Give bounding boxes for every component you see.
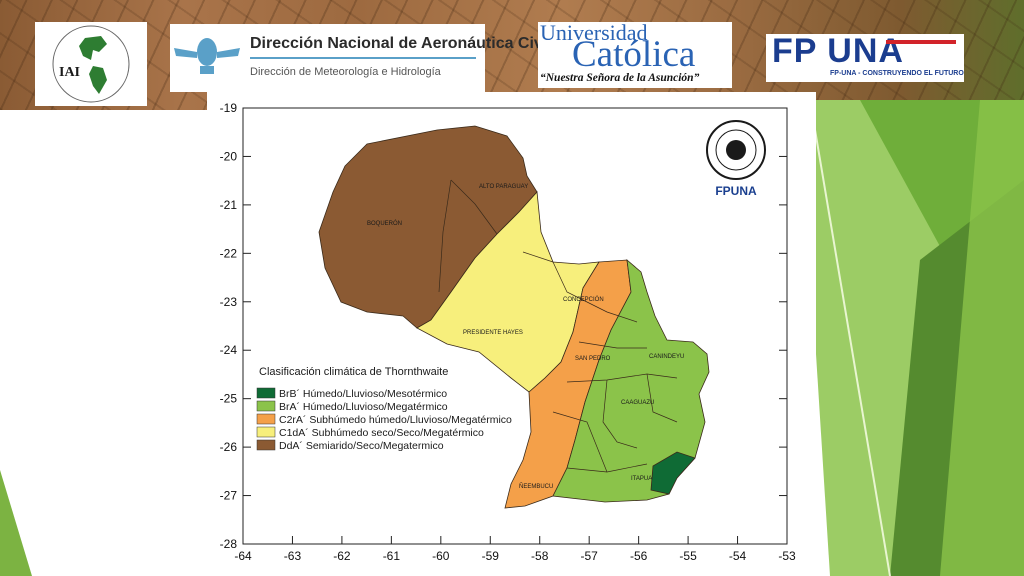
iai-abbr: IAI [59,65,80,80]
legend-label: BrA´ Húmedo/Lluvioso/Megatérmico [279,401,448,413]
x-tick-label: -63 [284,549,302,563]
uc-line1: Universidad [540,20,648,45]
y-tick-label: -21 [220,198,238,212]
x-tick-label: -59 [482,549,500,563]
x-tick-label: -57 [581,549,599,563]
dinac-logo: Dirección Nacional de Aeronáutica Civil … [170,24,552,92]
y-tick-label: -19 [220,101,238,115]
right-green-decoration [800,100,1024,576]
fpuna-logo: FP UNA FP-UNA - CONSTRUYENDO EL FUTURO [766,32,964,82]
map-frame [242,107,788,545]
region-yellow [416,191,600,393]
fpuna-stamp: FPUNA [706,120,766,198]
legend-label: DdA´ Semiarido/Seco/Megatermico [279,440,444,452]
legend-swatch [256,426,276,438]
y-tick-label: -26 [220,440,238,454]
y-tick-label: -27 [220,489,238,503]
x-tick-label: -64 [234,549,252,563]
x-tick-label: -62 [333,549,351,563]
x-tick-label: -56 [630,549,648,563]
stamp-label: FPUNA [715,184,757,198]
legend-swatch [256,387,276,399]
legend-title: Clasificación climática de Thornthwaite [259,366,448,378]
dept-concepcion: CONCEPCIÓN [563,296,604,303]
dept-alto-paraguay: ALTO PARAGUAY [479,184,528,190]
dept-itapua: ITAPUA [631,476,652,482]
department-boundaries [438,179,678,473]
x-tick-label: -58 [531,549,549,563]
legend-swatch [256,400,276,412]
legend-label: BrB´ Húmedo/Lluvioso/Mesotérmico [279,388,447,400]
legend-swatch [256,439,276,451]
legend-label: C2rA´ Subhúmedo húmedo/Lluvioso/Megatérm… [279,414,512,426]
y-tick-label: -28 [220,537,238,551]
y-tick-label: -25 [220,392,238,406]
x-tick-label: -54 [729,549,747,563]
y-tick-label: -24 [220,343,238,357]
fpuna-red-bar [886,40,956,44]
department-labels: ALTO PARAGUAY BOQUERÓN PRESIDENTE HAYES … [367,184,684,490]
dinac-subtitle: Dirección de Meteorología e Hidrología [250,66,441,78]
y-tick-label: -20 [220,149,238,163]
dept-presidente-hayes: PRESIDENTE HAYES [463,330,523,336]
legend-label: C1dA´ Subhúmedo seco/Seco/Megatérmico [279,427,484,439]
y-tick-label: -22 [220,246,238,260]
y-axis: -19 -20 -21 -22 -23 -24 -25 -26 -27 -28 [220,101,787,551]
dinac-divider [250,57,476,59]
uc-line2: Católica [572,34,696,75]
dept-san-pedro: SAN PEDRO [575,356,611,362]
fpuna-wordmark: FP UNA [772,32,904,70]
legend-swatch [256,413,276,425]
climate-map-card: -19 -20 -21 -22 -23 -24 -25 -26 -27 -28 -64 -63 -62… [207,92,816,568]
climate-map: -19 -20 -21 -22 -23 -24 -25 -26 -27 -28 -64 -63 -62… [220,101,796,563]
dept-boqueron: BOQUERÓN [367,220,402,227]
uc-motto: “Nuestra Señora de la Asunción” [540,72,700,84]
dept-neembucu: ÑEEMBUCU [519,483,553,490]
x-tick-label: -61 [383,549,401,563]
x-tick-label: -55 [679,549,697,563]
dinac-emblem-icon [174,38,240,74]
legend: Clasificación climática de Thornthwaite … [256,366,512,452]
dept-canindeyu: CANINDEYU [649,354,684,360]
uc-logo: Universidad Católica “Nuestra Señora de … [538,20,732,88]
region-dark-green [650,451,696,495]
dept-caaguazu: CAAGUAZU [621,400,654,406]
x-tick-label: -60 [432,549,450,563]
dinac-title: Dirección Nacional de Aeronáutica Civil [250,35,552,52]
iai-logo: IAI [35,22,147,106]
x-tick-label: -53 [778,549,796,563]
y-tick-label: -23 [220,295,238,309]
left-green-decoration [0,470,32,576]
fpuna-tagline: FP-UNA - CONSTRUYENDO EL FUTURO [830,70,964,77]
x-axis: -64 -63 -62 -61 -60 -59 -58 -57 -56 -55 -54 -53 [234,536,796,563]
